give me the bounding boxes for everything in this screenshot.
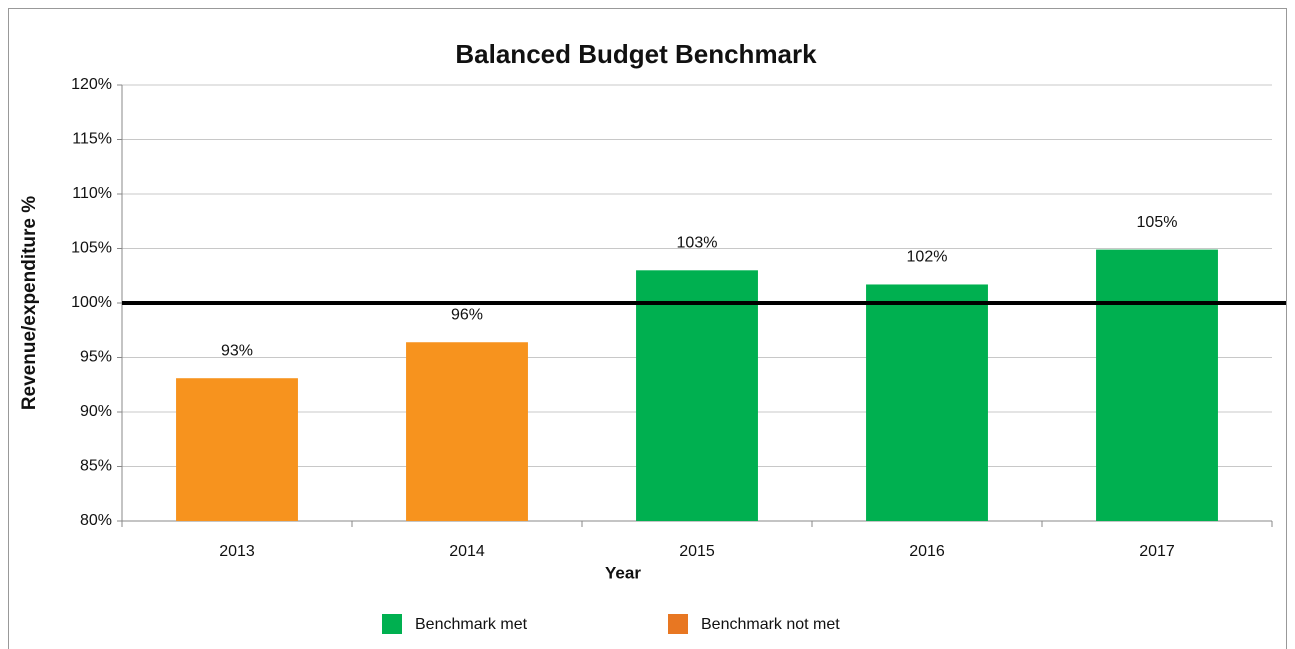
data-label: 103%: [677, 235, 718, 252]
data-label: 96%: [451, 306, 483, 323]
legend-label: Benchmark met: [415, 616, 528, 633]
y-tick-label: 120%: [71, 76, 112, 93]
y-axis-title: Revenue/expenditure %: [19, 196, 40, 410]
x-tick-label: 2013: [219, 543, 255, 560]
bar: [636, 270, 758, 521]
y-tick-label: 105%: [71, 240, 112, 257]
y-tick-label: 95%: [80, 349, 112, 366]
legend-label: Benchmark not met: [701, 616, 840, 633]
bar: [406, 342, 528, 521]
data-label: 93%: [221, 342, 253, 359]
x-tick-label: 2016: [909, 543, 945, 560]
y-tick-label: 80%: [80, 512, 112, 529]
chart-title: Balanced Budget Benchmark: [455, 39, 817, 69]
y-tick-label: 115%: [72, 131, 112, 148]
x-tick-label: 2017: [1139, 543, 1175, 560]
x-tick-label: 2014: [449, 543, 485, 560]
bar: [176, 378, 298, 521]
legend-swatch: [382, 614, 402, 634]
bar: [866, 284, 988, 521]
x-tick-label: 2015: [679, 543, 715, 560]
legend-swatch: [668, 614, 688, 634]
y-tick-label: 100%: [71, 294, 112, 311]
data-label: 105%: [1137, 214, 1178, 231]
chart-border: [8, 8, 1287, 649]
data-label: 102%: [907, 249, 948, 266]
y-tick-label: 110%: [72, 185, 112, 202]
x-axis-title: Year: [605, 563, 641, 582]
bar: [1096, 249, 1218, 521]
y-tick-label: 85%: [80, 458, 112, 475]
y-tick-label: 90%: [80, 403, 112, 420]
